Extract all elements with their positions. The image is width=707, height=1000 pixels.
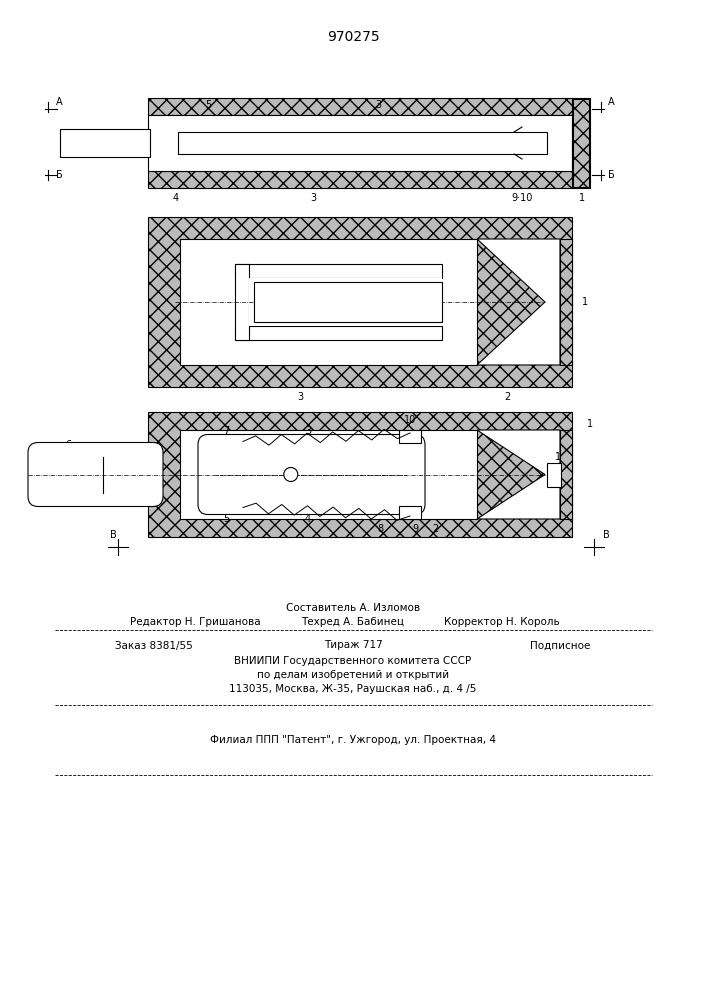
Text: 3: 3 [297,392,303,402]
Text: 9: 9 [412,524,418,534]
Bar [560,430,572,519]
Bar [254,282,442,322]
Text: по делам изобретений и открытий: по делам изобретений и открытий [257,670,449,680]
Text: Редактор Н. Гришанова: Редактор Н. Гришанова [130,617,261,627]
Bar [148,171,572,188]
Text: Корректор Н. Король: Корректор Н. Король [444,617,560,627]
Polygon shape [477,239,560,365]
Text: В: В [602,530,609,540]
Text: 9·10: 9·10 [511,193,532,203]
Text: 10: 10 [404,415,416,425]
Bar [148,98,572,115]
Text: 4: 4 [305,514,311,524]
Text: Б: Б [56,170,63,180]
Text: 11: 11 [555,452,567,462]
Text: Заказ 8381/55: Заказ 8381/55 [115,641,193,650]
Bar [60,129,150,157]
Text: 4: 4 [173,193,179,203]
Text: 970275: 970275 [327,30,380,44]
Text: Составитель А. Изломов: Составитель А. Изломов [286,603,420,613]
Bar [180,239,477,365]
Circle shape [284,468,298,482]
Text: 3: 3 [310,193,316,203]
Text: 1: 1 [579,193,585,203]
Bar [249,278,442,326]
Text: 1: 1 [582,297,588,307]
Text: 5: 5 [205,100,211,110]
Bar [399,430,421,443]
Text: ВНИИПИ Государственного комитета СССР: ВНИИПИ Государственного комитета СССР [235,656,472,666]
Text: 8: 8 [377,524,383,534]
Text: В: В [110,530,117,540]
Polygon shape [477,430,560,519]
Text: 1: 1 [587,419,593,429]
FancyBboxPatch shape [198,434,425,514]
Text: 2: 2 [504,392,510,402]
FancyBboxPatch shape [28,442,163,506]
Bar [399,506,421,519]
Text: 8: 8 [85,136,91,146]
Bar [148,115,572,171]
Bar [547,462,561,487]
Bar [148,217,572,387]
Bar [235,264,442,278]
Text: Б: Б [608,170,615,180]
Text: 3: 3 [375,100,381,110]
Text: Филиал ППП "Патент", г. Ужгород, ул. Проектная, 4: Филиал ППП "Патент", г. Ужгород, ул. Про… [210,735,496,745]
Bar [573,99,589,187]
Bar [148,412,572,537]
Text: 7: 7 [223,426,229,436]
Text: Техред А. Бабинец: Техред А. Бабинец [301,617,404,627]
Text: 5: 5 [223,514,229,524]
Bar [235,264,249,340]
Bar [572,98,590,188]
Bar [560,239,572,365]
Text: 11: 11 [580,138,592,147]
Text: A: A [608,97,614,107]
Bar [178,132,547,154]
Text: 6: 6 [65,440,71,450]
Text: Тираж 717: Тираж 717 [324,641,382,650]
Bar [180,430,477,519]
Text: Подписное: Подписное [530,641,590,650]
Text: A: A [56,97,63,107]
Text: 2: 2 [432,524,438,534]
Text: 3: 3 [305,426,311,436]
Bar [235,326,442,340]
Text: 113035, Москва, Ж-35, Раушская наб., д. 4 /5: 113035, Москва, Ж-35, Раушская наб., д. … [229,684,477,694]
